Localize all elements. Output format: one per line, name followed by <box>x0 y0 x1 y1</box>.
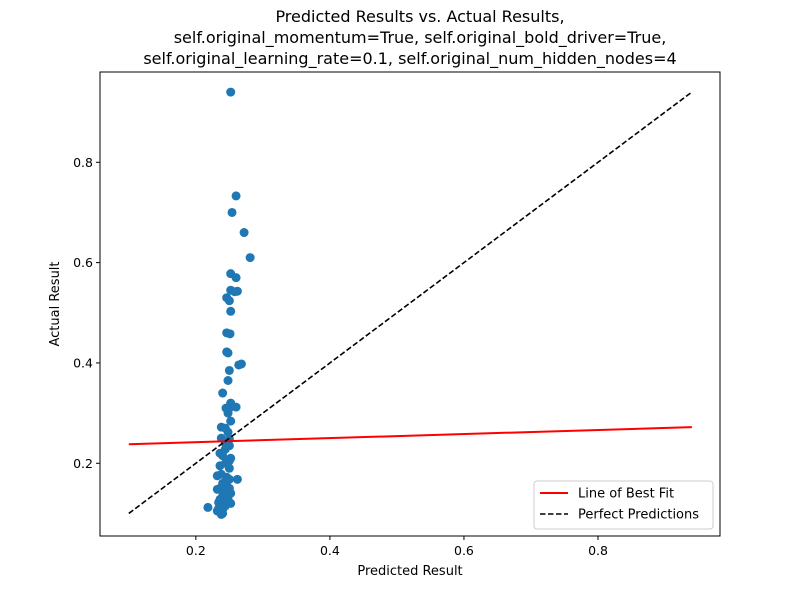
scatter-point <box>223 348 233 358</box>
scatter-point <box>223 427 233 437</box>
x-tick-label: 0.4 <box>320 543 340 558</box>
scatter-point <box>227 207 237 217</box>
scatter-point <box>203 502 213 512</box>
scatter-point <box>216 509 226 519</box>
chart-title-line-1: Predicted Results vs. Actual Results, <box>275 7 564 26</box>
scatter-point <box>212 471 222 481</box>
x-axis: 0.2 0.4 0.6 0.8 <box>186 536 608 558</box>
chart-title: Predicted Results vs. Actual Results, se… <box>143 7 676 69</box>
y-axis: 0.2 0.4 0.6 0.8 <box>73 155 100 471</box>
scatter-point <box>224 365 234 375</box>
legend-label-best-fit: Line of Best Fit <box>578 487 674 502</box>
chart-title-line-3: self.original_learning_rate=0.1, self.or… <box>143 49 676 69</box>
scatter-point <box>226 87 236 97</box>
scatter-point <box>230 287 240 297</box>
perfect-predictions-line <box>128 91 693 515</box>
scatter-point <box>226 306 236 316</box>
y-tick-label: 0.2 <box>73 456 93 471</box>
scatter-point <box>224 296 234 306</box>
scatter-point <box>212 484 222 494</box>
y-tick-label: 0.8 <box>73 155 93 170</box>
plot-area <box>128 87 693 519</box>
legend-box <box>533 480 714 530</box>
y-axis-label: Actual Result <box>48 261 63 346</box>
scatter-point <box>225 329 235 339</box>
legend: Line of Best Fit Perfect Predictions <box>533 480 714 530</box>
y-tick-label: 0.4 <box>73 355 93 370</box>
scatter-point <box>226 416 236 426</box>
chart-title-line-2: self.original_momentum=True, self.origin… <box>174 28 667 48</box>
x-tick-label: 0.8 <box>588 543 608 558</box>
scatter-point <box>223 408 233 418</box>
y-tick-label: 0.6 <box>73 255 93 270</box>
x-tick-label: 0.6 <box>454 543 474 558</box>
scatter-point <box>231 273 241 283</box>
scatter-point <box>239 228 249 238</box>
legend-label-perfect-predictions: Perfect Predictions <box>578 508 699 523</box>
best-fit-line <box>128 426 692 446</box>
scatter-point <box>218 451 228 461</box>
axes-frame <box>99 71 721 537</box>
x-tick-label: 0.2 <box>186 543 206 558</box>
scatter-point <box>234 360 244 370</box>
scatter-point <box>232 474 242 484</box>
scatter-point <box>218 388 228 398</box>
x-axis-label: Predicted Result <box>357 564 462 579</box>
scatter-point <box>245 253 255 263</box>
scatter-point <box>224 463 234 473</box>
scatter-point <box>223 375 233 385</box>
scatter-point <box>231 191 241 201</box>
